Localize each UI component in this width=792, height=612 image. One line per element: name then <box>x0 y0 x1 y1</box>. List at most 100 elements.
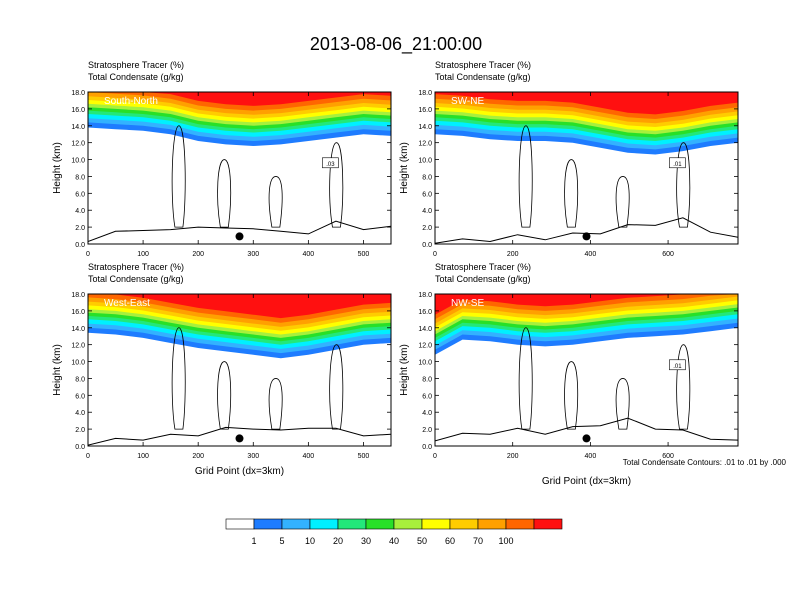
x-tick-label: 100 <box>137 453 149 460</box>
x-tick-label: 300 <box>247 453 259 460</box>
contour-label-box <box>322 157 339 169</box>
y-tick-label: 8.0 <box>75 174 85 181</box>
y-tick-label: 0.0 <box>422 242 432 249</box>
condensate-contour <box>329 344 344 430</box>
subtitle-tracer: Stratosphere Tracer (%) <box>88 60 184 70</box>
location-marker <box>235 232 244 241</box>
figure-title: 2013-08-06_21:00:00 <box>310 34 482 55</box>
subtitle-condensate: Total Condensate (g/kg) <box>435 72 531 82</box>
condensate-contour <box>564 159 579 228</box>
plot-area: .01 <box>435 294 738 446</box>
x-tick-label: 200 <box>192 453 204 460</box>
subtitle-condensate: Total Condensate (g/kg) <box>435 274 531 284</box>
y-axis-label: Height (km) <box>52 344 63 396</box>
x-tick-label: 200 <box>507 251 519 258</box>
contour-footnote: Total Condensate Contours: .01 to .01 by… <box>623 458 787 467</box>
colorbar-label: 1 <box>251 536 256 546</box>
condensate-contour <box>676 344 691 430</box>
y-tick-label: 12.0 <box>71 343 85 350</box>
location-marker <box>235 434 244 443</box>
y-axis-label: Height (km) <box>399 344 410 396</box>
plot-frame <box>434 293 739 447</box>
colorbar-swatch <box>393 518 423 530</box>
x-tick-label: 200 <box>192 251 204 258</box>
colorbar-swatch <box>449 518 479 530</box>
subtitle-condensate: Total Condensate (g/kg) <box>88 274 184 284</box>
condensate-contour <box>329 142 344 228</box>
y-tick-label: 0.0 <box>75 444 85 451</box>
colorbar: 1 5 10 20 30 40 50 60 70 100 <box>225 518 563 546</box>
condensate-contour <box>171 125 186 228</box>
y-tick-label: 18.0 <box>418 292 432 299</box>
colorbar-swatch <box>477 518 507 530</box>
y-tick-label: 18.0 <box>418 90 432 97</box>
condensate-contour <box>217 159 232 228</box>
panel-nw-se: .01 NW-SE Stratosphere Tracer (%) Total Con… <box>399 262 739 487</box>
tracer-band-0 <box>435 92 738 115</box>
x-tick-label: 0 <box>86 453 90 460</box>
condensate-contour <box>615 176 630 228</box>
colorbar-swatch <box>337 518 367 530</box>
x-tick-label: 600 <box>662 251 674 258</box>
condensate-contour <box>268 378 283 430</box>
subtitle-tracer: Stratosphere Tracer (%) <box>88 262 184 272</box>
x-tick-label: 500 <box>358 251 370 258</box>
y-tick-label: 16.0 <box>418 107 432 114</box>
x-tick-label: 0 <box>433 453 437 460</box>
x-tick-label: 400 <box>585 251 597 258</box>
colorbar-swatch <box>225 518 255 530</box>
y-tick-label: 6.0 <box>75 393 85 400</box>
contour-label: .01 <box>673 364 682 370</box>
condensate-contour <box>518 327 533 430</box>
contour-label-box <box>669 359 686 371</box>
contour-label: .03 <box>326 162 335 168</box>
y-tick-label: 18.0 <box>71 292 85 299</box>
y-tick-label: 4.0 <box>422 410 432 417</box>
colorbar-swatch <box>281 518 311 530</box>
y-tick-label: 2.0 <box>422 225 432 232</box>
x-tick-label: 0 <box>86 251 90 258</box>
colorbar-label: 50 <box>417 536 427 546</box>
x-tick-label: 600 <box>662 453 674 460</box>
plot-frame <box>87 293 392 447</box>
y-tick-label: 14.0 <box>71 124 85 131</box>
colorbar-label: 60 <box>445 536 455 546</box>
y-tick-label: 4.0 <box>75 410 85 417</box>
y-tick-label: 14.0 <box>418 326 432 333</box>
condensate-contour <box>615 378 630 430</box>
y-tick-label: 8.0 <box>75 376 85 383</box>
subtitle-tracer: Stratosphere Tracer (%) <box>435 262 531 272</box>
y-tick-label: 16.0 <box>71 107 85 114</box>
colorbar-label: 10 <box>305 536 315 546</box>
plot-area: .01 <box>435 92 738 244</box>
plot-frame <box>87 91 392 245</box>
panel-label: NW-SE <box>451 298 484 309</box>
y-tick-label: 10.0 <box>418 158 432 165</box>
y-tick-label: 2.0 <box>75 427 85 434</box>
colorbar-label: 70 <box>473 536 483 546</box>
y-tick-label: 6.0 <box>422 393 432 400</box>
x-tick-label: 300 <box>247 251 259 258</box>
x-tick-label: 400 <box>303 453 315 460</box>
y-tick-label: 8.0 <box>422 174 432 181</box>
y-tick-label: 0.0 <box>75 242 85 249</box>
y-axis-label: Height (km) <box>52 142 63 194</box>
terrain-line <box>88 426 391 446</box>
subtitle-condensate: Total Condensate (g/kg) <box>88 72 184 82</box>
y-tick-label: 4.0 <box>422 208 432 215</box>
x-tick-label: 400 <box>303 251 315 258</box>
location-marker <box>582 434 591 443</box>
y-tick-label: 12.0 <box>418 343 432 350</box>
x-axis-label: Grid Point (dx=3km) <box>195 466 284 477</box>
colorbar-label: 5 <box>279 536 284 546</box>
y-axis-label: Height (km) <box>399 142 410 194</box>
y-tick-label: 10.0 <box>418 360 432 367</box>
tracer-band-0 <box>88 294 391 319</box>
x-tick-label: 200 <box>507 453 519 460</box>
y-tick-label: 12.0 <box>418 141 432 148</box>
y-tick-label: 10.0 <box>71 360 85 367</box>
contour-label-box <box>669 157 686 169</box>
condensate-contour <box>268 176 283 228</box>
subtitle-tracer: Stratosphere Tracer (%) <box>435 60 531 70</box>
